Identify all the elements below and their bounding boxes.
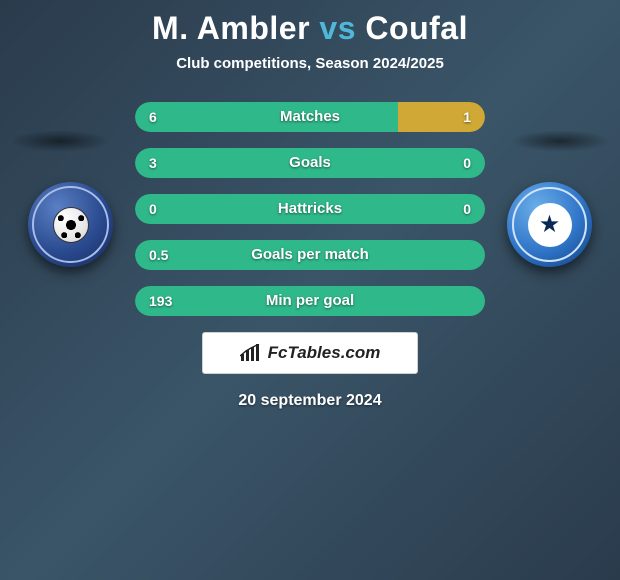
shadow-right [510,130,610,152]
club-badge-left [28,182,113,267]
stat-row: 193Min per goal [135,286,485,316]
stat-label: Min per goal [135,286,485,316]
subtitle: Club competitions, Season 2024/2025 [0,55,620,72]
player1-name: M. Ambler [152,10,310,46]
stat-row: 61Matches [135,102,485,132]
page-title: M. Ambler vs Coufal [0,0,620,47]
club-badge-right: ★ [507,182,592,267]
shadow-left [10,130,110,152]
player2-name: Coufal [365,10,468,46]
bar-chart-icon [240,344,262,362]
stat-label: Matches [135,102,485,132]
vs-text: vs [319,10,356,46]
stat-label: Hattricks [135,194,485,224]
brand-badge: FcTables.com [202,332,418,374]
stat-label: Goals [135,148,485,178]
stat-row: 0.5Goals per match [135,240,485,270]
stat-row: 00Hattricks [135,194,485,224]
stats-list: 61Matches 30Goals 00Hattricks 0.5Goals per … [135,102,485,316]
date-text: 20 september 2024 [0,392,620,410]
comparison-panel: ★ 61Matches 30Goals 00Hattricks 0.5Goals pe… [0,102,620,410]
soccer-ball-icon [53,207,89,243]
star-icon: ★ [539,213,561,237]
stat-row: 30Goals [135,148,485,178]
stat-label: Goals per match [135,240,485,270]
brand-text: FcTables.com [268,343,381,363]
